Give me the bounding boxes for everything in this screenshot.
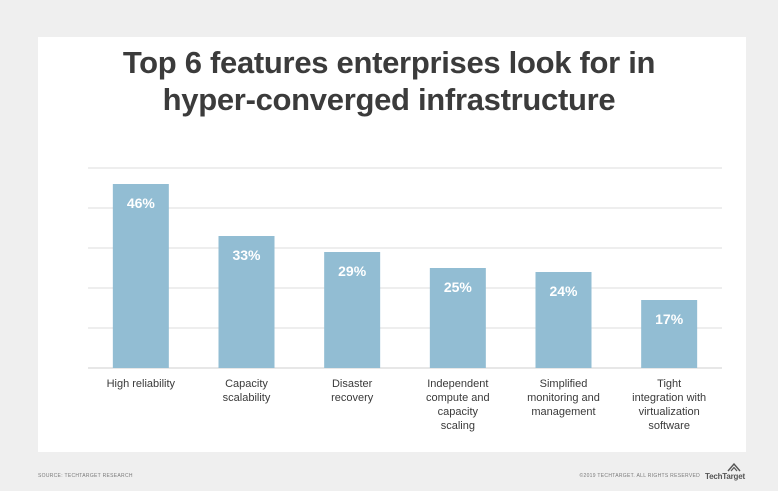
logo-mark-icon [727, 463, 741, 472]
category-label-line: Independent [427, 378, 488, 390]
bar-1 [112, 184, 169, 368]
category-label: Disaster recovery [331, 378, 374, 404]
category-label-line: compute and [426, 392, 490, 404]
category-label: Independent compute and capacity scaling [426, 378, 490, 432]
logo-text: TechTarget [705, 472, 745, 481]
category-label-line: scalability [223, 392, 271, 404]
category-label: Tight integration with virtualization softw… [632, 378, 706, 432]
chart-title-line-2: hyper-converged infrastructure [162, 82, 616, 117]
chart-title: Top 6 features enterprises look for in h… [0, 44, 778, 118]
category-label: Simplified monitoring and management [527, 378, 600, 418]
bar-value-label: 29% [338, 263, 367, 279]
category-label-line: Disaster [332, 378, 373, 390]
techtarget-logo: TechTarget [705, 463, 745, 483]
bar-3 [324, 252, 381, 368]
bar-5 [535, 272, 592, 368]
category-label-line: High reliability [107, 378, 176, 390]
category-label-line: integration with [632, 392, 706, 404]
chart-title-line-1: Top 6 features enterprises look for in [122, 45, 656, 80]
category-label-line: virtualization [639, 406, 700, 418]
source-note: SOURCE: TECHTARGET RESEARCH [38, 473, 133, 479]
category-label-line: scaling [441, 420, 475, 432]
bar-value-label: 17% [655, 311, 684, 327]
category-label-line: Tight [657, 378, 681, 390]
category-label-line: Capacity [225, 378, 268, 390]
bar-2 [218, 236, 275, 368]
copyright-note: ©2019 TECHTARGET. ALL RIGHTS RESERVED [579, 473, 700, 479]
bar-4 [429, 268, 486, 368]
bar-value-label: 24% [549, 283, 578, 299]
category-label-line: capacity [438, 406, 479, 418]
bar-value-label: 46% [127, 195, 156, 211]
category-label: Capacity scalability [223, 378, 271, 404]
category-label-line: software [648, 420, 690, 432]
category-label-line: recovery [331, 392, 374, 404]
category-label-line: Simplified [540, 378, 588, 390]
bar-value-label: 33% [232, 247, 261, 263]
category-label: High reliability [107, 378, 176, 390]
category-label-line: management [531, 406, 595, 418]
bar-6 [641, 300, 698, 368]
category-label-line: monitoring and [527, 392, 600, 404]
bar-value-label: 25% [444, 279, 473, 295]
